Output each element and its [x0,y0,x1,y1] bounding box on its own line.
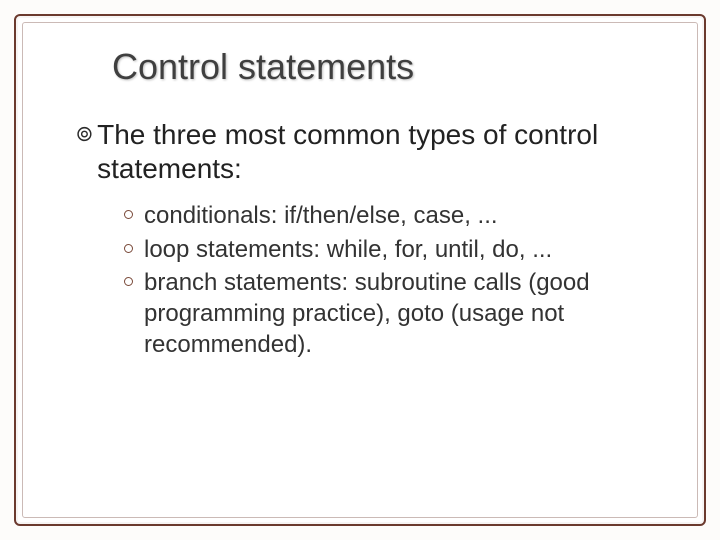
list-item: loop statements: while, for, until, do, … [124,234,654,265]
slide-title: Control statements [112,46,654,88]
sub-bullet-list: conditionals: if/then/else, case, ... lo… [124,200,654,360]
bullet-glyph-icon: ๏ [76,118,93,149]
sub-bullet-text: branch statements: subroutine calls (goo… [144,267,654,361]
ring-bullet-icon [124,210,133,219]
ring-bullet-icon [124,277,133,286]
main-bullet: ๏ The three most common types of control… [76,118,654,186]
sub-bullet-text: loop statements: while, for, until, do, … [144,234,654,265]
slide-content: Control statements ๏ The three most comm… [16,16,704,524]
main-bullet-text: The three most common types of control s… [97,118,654,186]
list-item: conditionals: if/then/else, case, ... [124,200,654,231]
slide-frame: Control statements ๏ The three most comm… [14,14,706,526]
ring-bullet-icon [124,244,133,253]
list-item: branch statements: subroutine calls (goo… [124,267,654,361]
sub-bullet-text: conditionals: if/then/else, case, ... [144,200,654,231]
